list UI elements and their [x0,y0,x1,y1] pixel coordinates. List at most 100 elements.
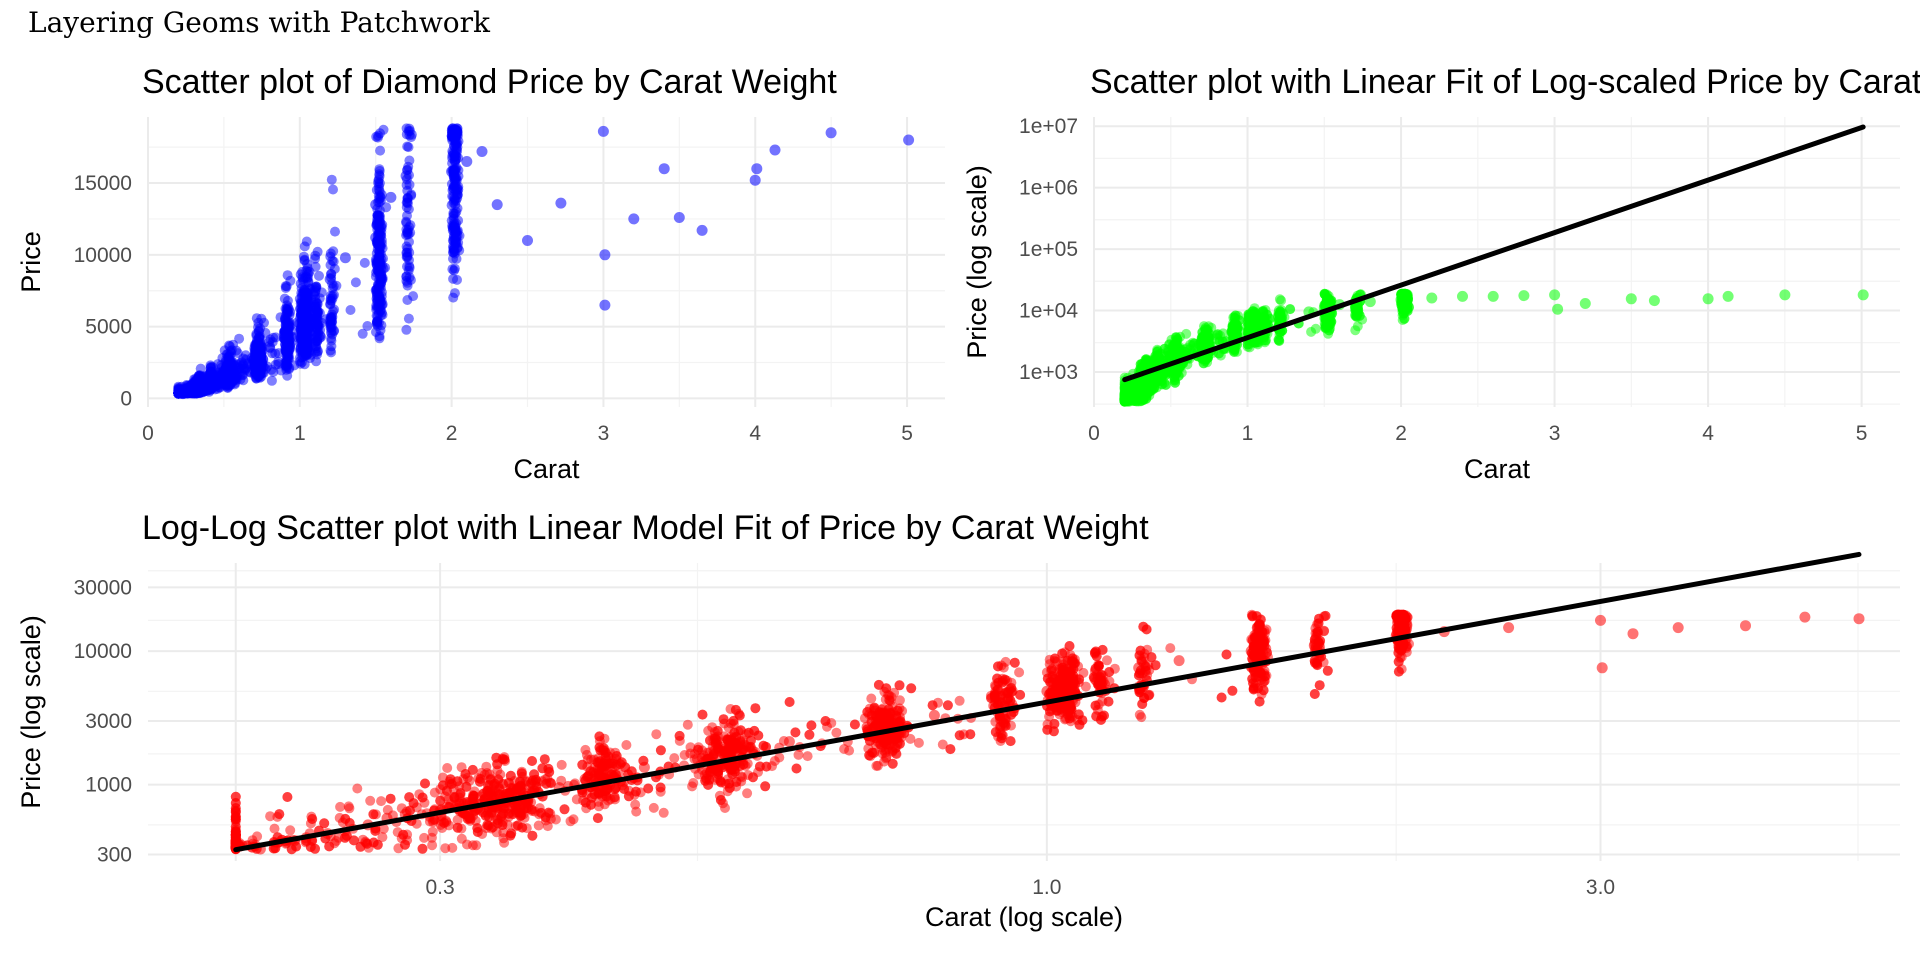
y-tick-label: 15000 [74,172,132,195]
data-point [310,285,321,296]
data-point [340,252,351,263]
x-tick-label: 1 [294,422,306,445]
scatter-point [451,235,461,245]
scatter-point [375,260,385,270]
scatter-point [375,166,385,176]
x-tick-label: 2 [446,422,458,445]
data-point [492,199,503,210]
scatter-point [360,258,370,268]
data-point [751,163,762,174]
panel-title: Scatter plot of Diamond Price by Carat W… [142,63,837,101]
scatter-point [1285,304,1295,314]
data-point [264,341,275,352]
x-tick-label: 0 [142,422,154,445]
page-title: Layering Geoms with Patchwork [28,6,491,39]
scatter-point [403,162,413,172]
data-point [325,274,336,285]
scatter-point [282,281,292,291]
scatter-point [402,242,412,252]
scatter-point [408,291,418,301]
data-point [282,337,293,348]
scatter-point [327,175,337,185]
scatter-point [300,256,310,266]
x-tick-label: 4 [749,422,761,445]
scatter-point [448,274,458,284]
scatter-point [328,246,338,256]
data-point [555,198,566,209]
y-tick-label: 5000 [85,316,132,339]
point-cloud [173,123,464,399]
scatter-point [376,270,386,280]
scatter-point [267,376,277,386]
scatter-point [312,313,322,323]
scatter-point [281,322,291,332]
scatter-point [351,277,361,287]
data-point [446,166,457,177]
data-point [401,170,412,181]
scatter-point [373,211,383,221]
scatter-point [206,362,216,372]
scatter-point [373,178,383,188]
scatter-point [407,130,417,140]
scatter-point [372,289,382,299]
data-point [697,225,708,236]
data-point [599,249,610,260]
scatter-point [297,357,307,367]
data-point [370,199,381,210]
scatter-point [448,293,458,303]
scatter-point [346,305,356,315]
y-axis-label: Price [16,231,46,293]
scatter-point [325,317,335,327]
scatter-point [447,146,457,156]
data-point [903,135,914,146]
data-point [522,235,533,246]
scatter-point [450,244,460,254]
scatter-point [254,327,264,337]
scatter-point [225,341,235,351]
y-tick-label: 0 [120,387,132,410]
data-point [477,146,488,157]
scatter-point [314,271,324,281]
scatter-point [447,131,457,141]
scatter-point [302,338,312,348]
scatter-point [404,314,414,324]
scatter-point [326,346,336,356]
grid [1094,117,1900,407]
scatter-point [1350,325,1360,335]
scatter-point [1181,329,1191,339]
scatter-point [373,131,383,141]
scatter-point [234,334,244,344]
data-point [750,175,761,186]
scatter-point [401,224,411,234]
scatter-point [404,255,414,265]
scatter-point [310,251,320,261]
scatter-point [448,198,458,208]
scatter-point [450,264,460,274]
scatter-point [259,318,269,328]
data-point [370,232,381,243]
scatter-point [311,336,321,346]
scatter-point [375,333,385,343]
scatter-point [330,264,340,274]
data-point [770,145,781,156]
y-tick-label: 10000 [74,244,132,267]
data-point [296,310,307,321]
scatter-point [298,274,308,284]
x-axis-label: Carat [513,454,580,484]
scatter-point [374,300,384,310]
scatter-point [402,198,412,208]
data-point [598,126,609,137]
data-point [461,156,472,167]
scatter-point [327,329,337,339]
scatter-point [302,237,312,247]
data-point [826,127,837,138]
scatter-point [404,142,414,152]
data-point [628,213,639,224]
x-tick-label: 3 [598,422,610,445]
data-point [674,212,685,223]
scatter-point [375,146,385,156]
scatter-point [401,325,411,335]
